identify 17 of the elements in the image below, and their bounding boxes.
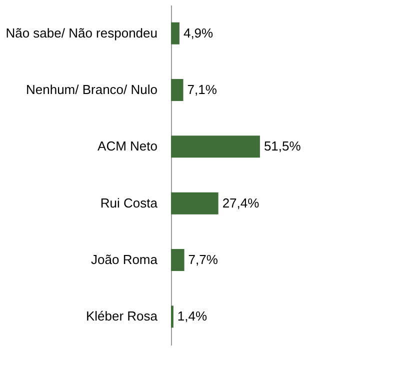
data-label: 51,5% (264, 138, 302, 154)
data-label: 27,4% (222, 195, 260, 210)
data-label: 7,1% (187, 82, 218, 97)
y-tick-label: ACM Neto (98, 138, 158, 154)
data-label: 4,9% (183, 25, 214, 40)
y-tick-label: Kléber Rosa (86, 308, 158, 324)
bar (171, 249, 184, 271)
y-tick-label: Nenhum/ Branco/ Nulo (26, 82, 158, 97)
bar (171, 192, 218, 214)
bar (171, 22, 180, 44)
y-tick-label: Rui Costa (100, 195, 158, 210)
data-label: 7,7% (188, 252, 218, 267)
data-label: 1,4% (177, 308, 208, 324)
y-tick-label: João Roma (91, 252, 158, 267)
bar (171, 79, 184, 101)
bar (171, 136, 260, 158)
y-tick-label: Não sabe/ Não respondeu (6, 25, 158, 40)
